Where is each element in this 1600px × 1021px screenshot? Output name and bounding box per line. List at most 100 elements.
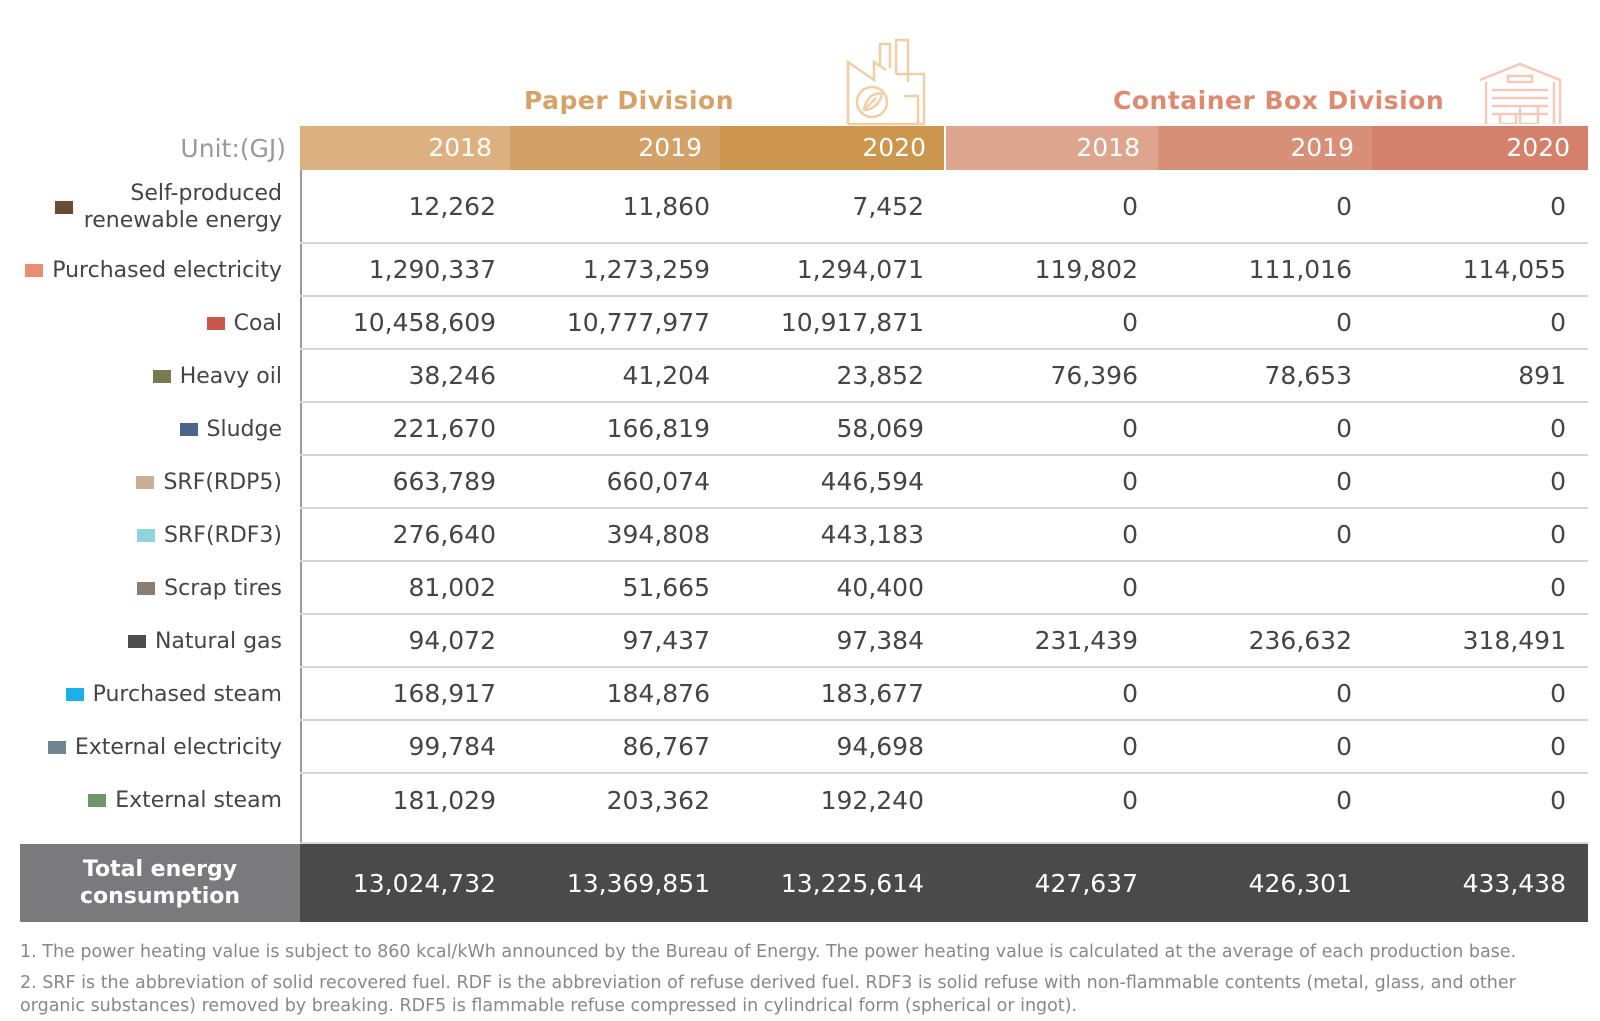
- header-paper-2019: 2019: [510, 126, 720, 170]
- cell-box-2018: 0: [1122, 786, 1138, 815]
- cell-paper-2020: 23,852: [836, 361, 924, 390]
- row-label-text: Purchased steam: [92, 682, 282, 707]
- cell-box-2019: 236,632: [1248, 626, 1352, 655]
- row-label-text: Coal: [233, 311, 282, 336]
- cell-box-2020: 0: [1550, 308, 1566, 337]
- cell-paper-2019: 660,074: [606, 467, 710, 496]
- cell-paper-2020: 58,069: [836, 414, 924, 443]
- table-row: 38,246 41,204 23,852 76,396 78,653 891: [300, 350, 1588, 403]
- cell-paper-2018: 12,262: [408, 191, 496, 221]
- cell-paper-2018: 276,640: [392, 520, 496, 549]
- cell-box-2019: 111,016: [1248, 255, 1352, 284]
- row-label-text: SRF(RDF3): [164, 523, 282, 548]
- row-label-purchased-electricity: Purchased electricity: [10, 244, 282, 297]
- cell-box-2018: 0: [1122, 308, 1138, 337]
- cell-box-2019: 0: [1336, 191, 1352, 221]
- cell-box-2019: 78,653: [1264, 361, 1352, 390]
- legend-swatch: [25, 264, 44, 277]
- table-row: 94,072 97,437 97,384 231,439 236,632 318,491: [300, 615, 1588, 668]
- table-row: 99,784 86,767 94,698 0 0 0: [300, 721, 1588, 774]
- cell-box-2020: 891: [1518, 361, 1566, 390]
- total-paper-2020: 13,225,614: [780, 868, 924, 898]
- header-box-2019: 2019: [1158, 126, 1372, 170]
- header-paper-2018: 2018: [300, 126, 510, 170]
- table-row: 12,262 11,860 7,452 0 0 0: [300, 170, 1588, 244]
- cell-paper-2019: 10,777,977: [566, 308, 710, 337]
- cell-paper-2019: 51,665: [622, 573, 710, 602]
- row-label-text: Heavy oil: [179, 364, 282, 389]
- cell-paper-2020: 7,452: [852, 191, 924, 221]
- table-row: 81,002 51,665 40,400 0 0: [300, 562, 1588, 615]
- table-row: 181,029 203,362 192,240 0 0 0: [300, 774, 1588, 844]
- cell-paper-2018: 168,917: [392, 679, 496, 708]
- legend-swatch: [137, 529, 156, 542]
- total-box-2018: 427,637: [1034, 868, 1138, 898]
- cell-box-2020: 0: [1550, 191, 1566, 221]
- row-label-srf-rdf3: SRF(RDF3): [10, 509, 282, 562]
- table-row: 10,458,609 10,777,977 10,917,871 0 0 0: [300, 297, 1588, 350]
- total-label: Total energy consumption: [20, 844, 300, 922]
- row-label-coal: Coal: [10, 297, 282, 350]
- cell-paper-2020: 94,698: [836, 732, 924, 761]
- cell-paper-2020: 446,594: [820, 467, 924, 496]
- table-row: 168,917 184,876 183,677 0 0 0: [300, 668, 1588, 721]
- row-label-natural-gas: Natural gas: [10, 615, 282, 668]
- cell-box-2020: 0: [1550, 573, 1566, 602]
- footnote-1: 1. The power heating value is subject to…: [20, 942, 1517, 962]
- table-row: 1,290,337 1,273,259 1,294,071 119,802 111,01…: [300, 244, 1588, 297]
- row-label-external-steam: External steam: [10, 774, 282, 827]
- legend-swatch: [47, 741, 66, 754]
- cell-box-2018: 0: [1122, 467, 1138, 496]
- cell-paper-2019: 184,876: [606, 679, 710, 708]
- cell-box-2018: 0: [1122, 520, 1138, 549]
- cell-paper-2018: 181,029: [392, 786, 496, 815]
- cell-paper-2019: 166,819: [606, 414, 710, 443]
- row-label-srf-rdp5: SRF(RDP5): [10, 456, 282, 509]
- legend-swatch: [152, 370, 171, 383]
- cell-paper-2019: 41,204: [622, 361, 710, 390]
- factory-leaf-icon: [846, 38, 926, 130]
- row-label-text: Self-produced renewable energy: [83, 181, 282, 233]
- cell-box-2020: 318,491: [1462, 626, 1566, 655]
- cell-box-2019: [1156, 562, 1370, 613]
- cell-box-2018: 0: [1122, 732, 1138, 761]
- cell-box-2020: 0: [1550, 520, 1566, 549]
- row-label-heavy-oil: Heavy oil: [10, 350, 282, 403]
- cell-paper-2019: 1,273,259: [582, 255, 710, 284]
- legend-swatch: [206, 317, 225, 330]
- header-box-2018: 2018: [946, 126, 1158, 170]
- legend-swatch: [179, 423, 198, 436]
- cell-box-2018: 0: [1122, 414, 1138, 443]
- cell-paper-2018: 99,784: [408, 732, 496, 761]
- cell-box-2018: 119,802: [1034, 255, 1138, 284]
- cell-paper-2018: 1,290,337: [368, 255, 496, 284]
- cell-box-2020: 0: [1550, 467, 1566, 496]
- cell-paper-2018: 38,246: [408, 361, 496, 390]
- legend-swatch: [55, 200, 73, 214]
- cell-box-2020: 114,055: [1462, 255, 1566, 284]
- cell-paper-2019: 86,767: [622, 732, 710, 761]
- total-row: 13,024,732 13,369,851 13,225,614 427,637…: [300, 844, 1588, 922]
- paper-division-title: Paper Division: [524, 86, 735, 115]
- row-label-external-electricity: External electricity: [10, 721, 282, 774]
- total-box-2020: 433,438: [1462, 868, 1566, 898]
- cell-paper-2020: 1,294,071: [796, 255, 924, 284]
- cell-paper-2018: 10,458,609: [352, 308, 496, 337]
- row-label-self-produced-renewable-energy: Self-produced renewable energy: [10, 170, 282, 244]
- legend-swatch: [65, 688, 84, 701]
- cell-paper-2019: 203,362: [606, 786, 710, 815]
- total-box-2019: 426,301: [1248, 868, 1352, 898]
- row-label-text: Sludge: [206, 417, 283, 442]
- cell-box-2019: 0: [1336, 679, 1352, 708]
- row-label-text: External electricity: [74, 735, 282, 760]
- cell-box-2018: 0: [1122, 679, 1138, 708]
- row-label-text: Purchased electricity: [52, 258, 282, 283]
- table-row: 663,789 660,074 446,594 0 0 0: [300, 456, 1588, 509]
- header-paper-2020: 2020: [720, 126, 944, 170]
- cell-box-2018: 0: [1122, 573, 1138, 602]
- unit-label: Unit:(GJ): [180, 134, 286, 163]
- total-paper-2019: 13,369,851: [566, 868, 710, 898]
- legend-swatch: [137, 582, 156, 595]
- row-label-text: Scrap tires: [164, 576, 282, 601]
- cell-box-2020: 0: [1550, 414, 1566, 443]
